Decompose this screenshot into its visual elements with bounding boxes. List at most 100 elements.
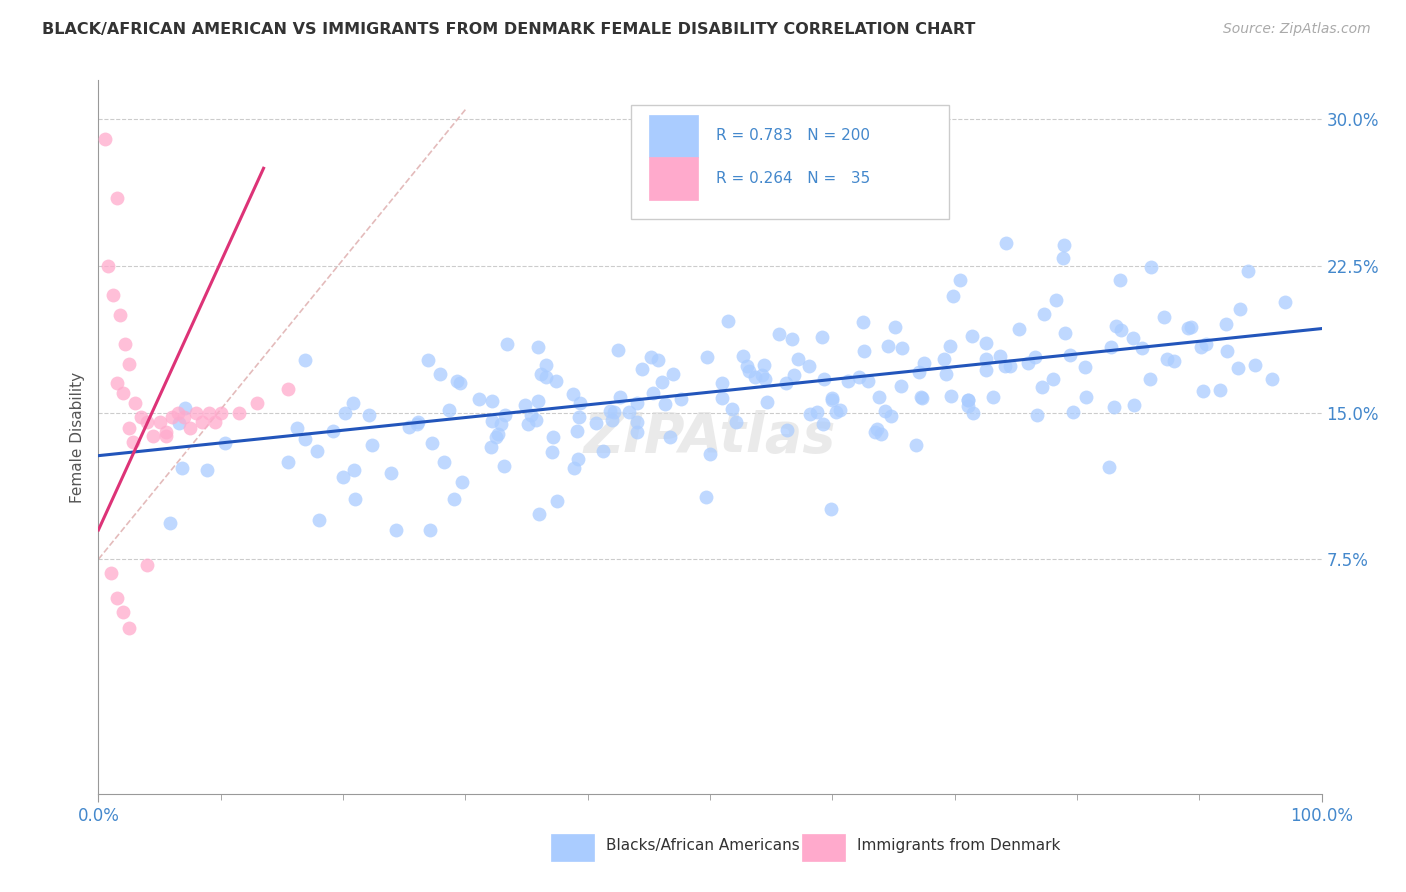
Point <box>1274 294 1296 309</box>
Point <box>654 397 676 411</box>
Point <box>129 409 152 424</box>
Point <box>429 367 451 381</box>
Point <box>111 386 134 401</box>
Point <box>105 591 128 606</box>
Point <box>204 416 226 430</box>
Point <box>398 420 420 434</box>
Point <box>880 409 903 423</box>
Point <box>406 417 429 432</box>
Point <box>527 393 550 408</box>
Point <box>541 430 564 444</box>
Point <box>567 410 589 425</box>
Point <box>111 605 134 619</box>
Point <box>186 406 208 420</box>
Point <box>419 523 441 537</box>
Point <box>1104 400 1126 414</box>
Point <box>602 405 624 419</box>
Point <box>640 350 662 364</box>
Point <box>174 401 197 416</box>
Point <box>828 402 851 417</box>
Point <box>567 451 589 466</box>
Point <box>696 350 718 364</box>
Text: Immigrants from Denmark: Immigrants from Denmark <box>856 838 1060 853</box>
Point <box>939 389 962 403</box>
Point <box>561 386 583 401</box>
Point <box>1109 323 1132 337</box>
FancyBboxPatch shape <box>648 157 697 200</box>
Point <box>731 349 754 363</box>
Point <box>617 405 640 419</box>
Point <box>420 436 443 450</box>
Text: BLACK/AFRICAN AMERICAN VS IMMIGRANTS FROM DENMARK FEMALE DISABILITY CORRELATION : BLACK/AFRICAN AMERICAN VS IMMIGRANTS FRO… <box>42 22 976 37</box>
Point <box>1215 318 1237 332</box>
Point <box>911 391 934 405</box>
FancyBboxPatch shape <box>801 834 845 861</box>
Point <box>1025 408 1047 422</box>
Point <box>342 395 364 409</box>
Point <box>515 398 537 412</box>
Point <box>214 436 236 450</box>
Point <box>669 392 692 407</box>
Point <box>751 368 773 383</box>
Point <box>361 438 384 452</box>
Point <box>883 319 905 334</box>
Point <box>848 369 870 384</box>
Point <box>1031 380 1053 394</box>
Point <box>600 413 623 427</box>
Point <box>197 406 219 420</box>
Point <box>1007 322 1029 336</box>
Point <box>294 353 316 368</box>
Point <box>939 339 962 353</box>
Point <box>599 404 621 418</box>
Point <box>305 443 328 458</box>
Point <box>626 425 648 439</box>
Point <box>481 414 503 428</box>
Point <box>486 427 509 442</box>
Point <box>890 379 912 393</box>
Point <box>949 273 972 287</box>
Point <box>735 359 758 373</box>
Point <box>609 391 631 405</box>
Point <box>524 412 547 426</box>
Point <box>142 429 165 443</box>
Point <box>437 402 460 417</box>
Point <box>494 408 516 422</box>
Point <box>1059 348 1081 362</box>
Point <box>1042 372 1064 386</box>
Point <box>863 425 886 439</box>
FancyBboxPatch shape <box>648 114 697 157</box>
Point <box>710 392 733 406</box>
FancyBboxPatch shape <box>551 834 593 861</box>
Point <box>866 422 889 436</box>
Point <box>492 458 515 473</box>
Point <box>891 341 914 355</box>
Point <box>160 409 183 424</box>
Point <box>658 430 681 444</box>
Point <box>481 394 503 409</box>
Point <box>118 421 141 435</box>
Y-axis label: Female Disability: Female Disability <box>69 371 84 503</box>
Point <box>344 491 367 506</box>
Point <box>416 353 439 368</box>
Point <box>105 376 128 391</box>
Point <box>100 566 122 580</box>
Point <box>93 132 115 146</box>
Point <box>485 429 508 443</box>
Point <box>1017 356 1039 370</box>
Point <box>173 409 195 424</box>
Point <box>738 364 761 378</box>
Point <box>1074 359 1097 374</box>
Point <box>852 314 875 328</box>
Point <box>343 463 366 477</box>
Point <box>451 475 474 490</box>
Point <box>568 396 591 410</box>
Point <box>1156 352 1178 367</box>
Point <box>780 332 803 346</box>
Point <box>101 288 124 302</box>
Point <box>385 523 408 537</box>
Point <box>904 438 927 452</box>
Point <box>626 396 648 410</box>
Point <box>443 491 465 506</box>
Point <box>974 352 997 367</box>
Point <box>114 337 136 351</box>
